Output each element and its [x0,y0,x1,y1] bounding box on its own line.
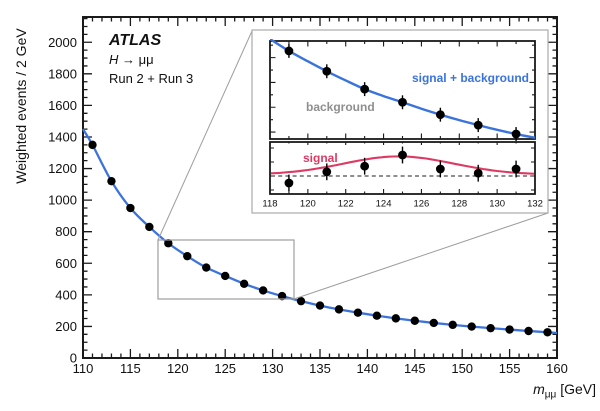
main-data-points [88,140,552,337]
x-axis-title-unit: [GeV] [556,381,596,397]
svg-text:145: 145 [404,361,426,376]
svg-text:800: 800 [55,224,77,239]
svg-text:155: 155 [499,361,521,376]
svg-text:115: 115 [120,361,141,376]
zoom-connector-line-left [157,30,253,241]
svg-text:130: 130 [262,361,284,376]
zoom-region [157,30,549,300]
inset-top-points [284,43,521,141]
x-axis-title-subscript: μμ [545,390,557,401]
svg-text:135: 135 [309,361,331,376]
main-y-tick-labels: 0 200 400 600 800 1000 1200 1400 1600 1800 2000 [48,35,77,366]
svg-text:124: 124 [376,199,392,210]
x-axis-title-base: m [533,381,545,397]
svg-text:150: 150 [451,361,473,376]
dataset-label: Run 2 + Run 3 [109,71,193,86]
process-h: H [109,52,119,67]
svg-text:128: 128 [451,199,467,210]
svg-text:126: 126 [413,199,429,210]
svg-text:1600: 1600 [48,98,77,113]
atlas-label-block: ATLAS H → μμ Run 2 + Run 3 [108,32,193,86]
svg-text:120: 120 [300,199,316,210]
inset: background signal + background signal 11… [251,29,549,214]
svg-text:132: 132 [527,199,543,210]
svg-text:1200: 1200 [48,161,77,176]
svg-text:122: 122 [338,199,354,210]
signal-label: signal [303,151,338,165]
svg-text:1000: 1000 [48,193,77,208]
process-label: H → μμ [109,52,154,67]
inset-top-panel-frame [269,40,536,140]
signal-plus-background-label: signal + background [412,71,529,85]
main-x-tick-labels: 110 115 120 125 130 135 140 145 150 155 160 [73,361,568,376]
main-frame-ticks [82,17,558,359]
svg-text:1400: 1400 [48,129,77,144]
background-label: background [306,100,375,114]
svg-text:2000: 2000 [48,35,77,50]
svg-text:140: 140 [357,361,379,376]
svg-text:125: 125 [214,361,236,376]
x-axis-title: mμμ [GeV] [533,381,596,401]
svg-text:130: 130 [489,199,505,210]
process-rest: → μμ [118,52,153,67]
zoom-region-box [157,239,295,300]
inset-x-tick-labels: 118 120 122 124 126 128 130 132 [262,199,543,210]
inset-bottom-points [284,146,521,192]
svg-text:160: 160 [546,361,568,376]
zoom-connector-line-right [293,212,549,300]
svg-text:200: 200 [55,319,77,334]
experiment-label: ATLAS [108,32,161,49]
svg-text:118: 118 [262,199,277,210]
y-axis-title: Weighted events / 2 GeV [13,28,29,184]
svg-text:1800: 1800 [48,66,77,81]
inset-top-ticks [269,41,536,139]
svg-text:110: 110 [73,361,94,376]
svg-text:600: 600 [55,256,77,271]
svg-text:120: 120 [167,361,189,376]
svg-text:0: 0 [70,351,77,366]
svg-text:400: 400 [55,287,77,302]
